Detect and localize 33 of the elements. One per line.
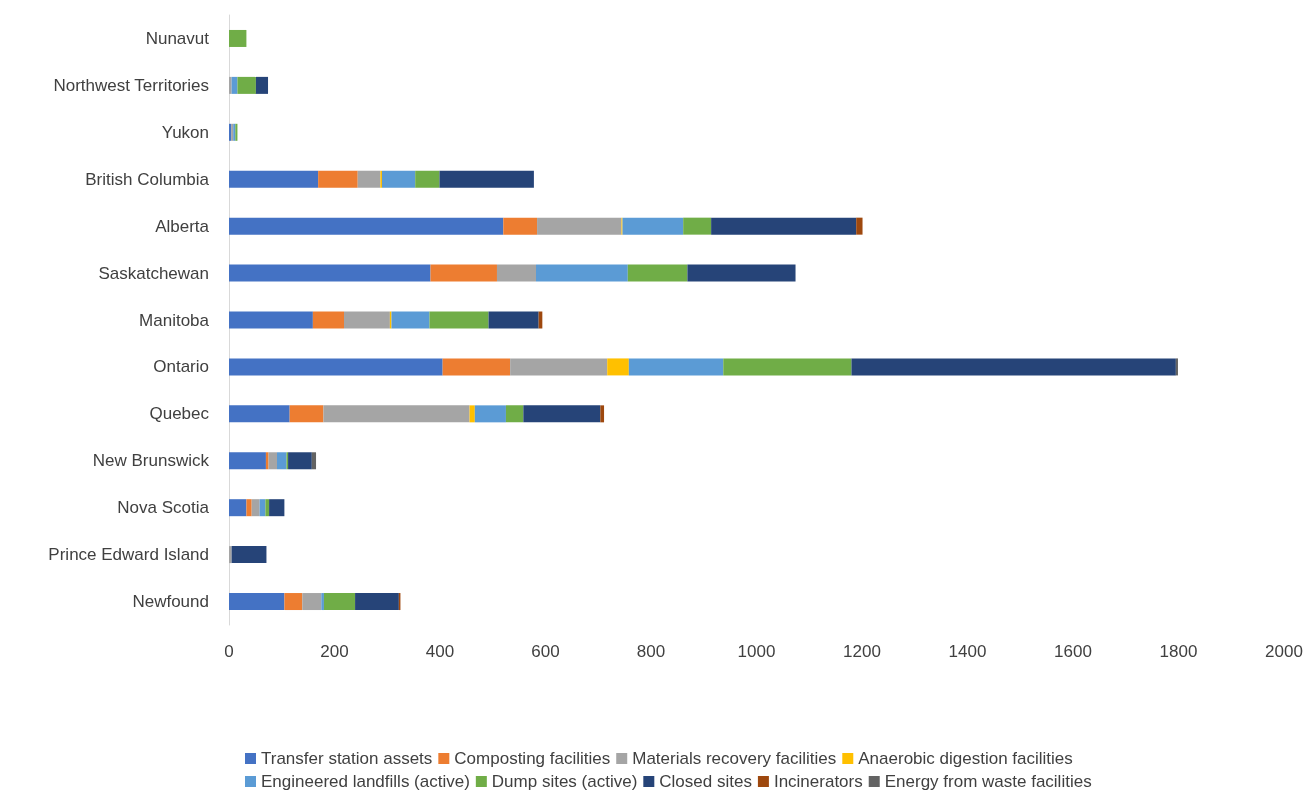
x-tick-label: 2000 — [1265, 642, 1303, 661]
x-tick-label: 600 — [531, 642, 560, 661]
y-tick-label: British Columbia — [85, 169, 210, 189]
y-tick-label: Nunavut — [145, 28, 210, 48]
x-tick-label: 400 — [425, 642, 455, 661]
x-tick-label: 1800 — [1159, 642, 1198, 661]
y-tick-label: Ontario — [153, 357, 209, 377]
x-tick-label: 1400 — [948, 642, 987, 661]
y-tick-label: New Brunswick — [92, 451, 210, 471]
x-tick-label: 1200 — [843, 642, 881, 661]
legend-label: Closed sites — [659, 772, 752, 791]
legend-label: Materials recovery facilities — [632, 749, 837, 768]
legend-label: Dump sites (active) — [491, 772, 638, 791]
y-tick-label: Nova Scotia — [117, 498, 210, 518]
x-tick-label: 1600 — [1054, 642, 1092, 661]
y-tick-label: Quebec — [149, 404, 210, 424]
x-tick-label: 0 — [224, 642, 234, 661]
y-tick-label: Alberta — [155, 216, 210, 236]
x-tick-label: 800 — [636, 642, 666, 661]
legend-label: Composting facilities — [454, 749, 611, 768]
y-tick-label: Manitoba — [139, 310, 210, 330]
y-tick-label: Newfound — [132, 592, 209, 612]
y-tick-label: Northwest Territories — [53, 75, 209, 95]
legend-label: Incinerators — [773, 772, 863, 791]
y-tick-label: Yukon — [161, 122, 209, 142]
x-tick-label: 1000 — [737, 642, 776, 661]
legend-label: Anaerobic digestion facilities — [858, 749, 1073, 768]
y-tick-label: Saskatchewan — [98, 263, 209, 283]
legend-label: Transfer station assets — [261, 749, 433, 768]
legend-label: Engineered landfills (active) — [261, 772, 470, 791]
legend-label: Energy from waste facilities — [884, 772, 1092, 791]
x-tick-label: 200 — [320, 642, 349, 661]
y-tick-label: Prince Edward Island — [48, 545, 209, 565]
